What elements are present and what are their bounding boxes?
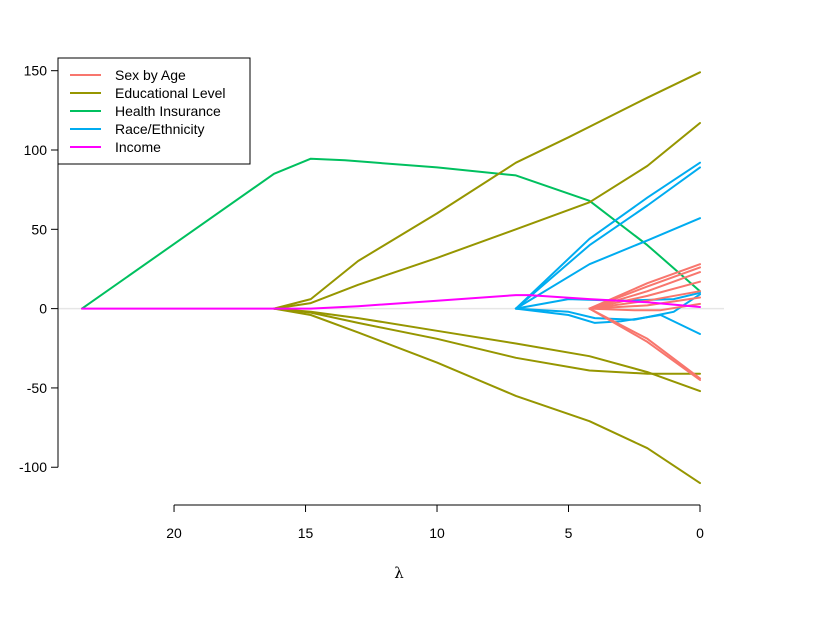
y-tick-label: 0: [39, 301, 47, 317]
legend-items: Sex by Age Educational Level Health Insura…: [70, 67, 226, 155]
series-line-sex-by-age-16: [588, 290, 701, 310]
series-line-educational-level-2: [273, 122, 701, 310]
y-axis: 150 100 50 0 -50 -100: [19, 63, 59, 475]
legend-label-race-ethnicity: Race/Ethnicity: [115, 121, 204, 137]
series-line-sex-by-age-15: [588, 280, 701, 310]
series-line-health-insurance-0: [81, 157, 701, 310]
y-tick-label: -100: [19, 459, 47, 475]
x-tick-label: 15: [298, 525, 314, 541]
y-ticks: 150 100 50 0 -50 -100: [19, 63, 58, 475]
series-line-sex-by-age-17: [588, 296, 701, 310]
series-line-race-ethnicity-11: [514, 293, 701, 321]
series-line-sex-by-age-14: [588, 271, 701, 310]
y-tick-label: 100: [24, 142, 48, 158]
series-line-race-ethnicity-10: [514, 307, 701, 335]
legend: Sex by Age Educational Level Health Insura…: [57, 57, 251, 165]
series-layer: [81, 71, 701, 485]
series-line-sex-by-age-20: [588, 307, 701, 381]
series-line-educational-level-4: [273, 307, 701, 375]
legend-label-educational-level: Educational Level: [115, 85, 226, 101]
y-tick-label: 150: [24, 63, 48, 79]
series-line-race-ethnicity-7: [514, 166, 701, 310]
series-line-educational-level-5: [273, 307, 701, 485]
x-tick-label: 0: [696, 525, 704, 541]
series-line-income-21: [81, 294, 701, 310]
x-ticks: 20 15 10 5 0: [166, 505, 704, 541]
y-tick-label: 50: [31, 221, 47, 237]
y-tick-label: -50: [27, 380, 47, 396]
x-axis-title: λ: [394, 564, 404, 582]
legend-label-health-insurance: Health Insurance: [115, 103, 221, 119]
series-line-race-ethnicity-8: [514, 217, 701, 310]
series-line-race-ethnicity-6: [514, 161, 701, 310]
series-line-educational-level-1: [273, 71, 701, 310]
series-line-sex-by-age-13: [588, 266, 701, 310]
legend-label-sex-by-age: Sex by Age: [115, 67, 186, 83]
x-tick-label: 20: [166, 525, 182, 541]
series-line-sex-by-age-18: [588, 302, 701, 312]
legend-label-income: Income: [115, 139, 161, 155]
x-tick-label: 5: [565, 525, 573, 541]
series-line-educational-level-3: [273, 307, 701, 393]
x-tick-label: 10: [429, 525, 445, 541]
x-axis: 20 15 10 5 0 λ: [166, 504, 704, 582]
